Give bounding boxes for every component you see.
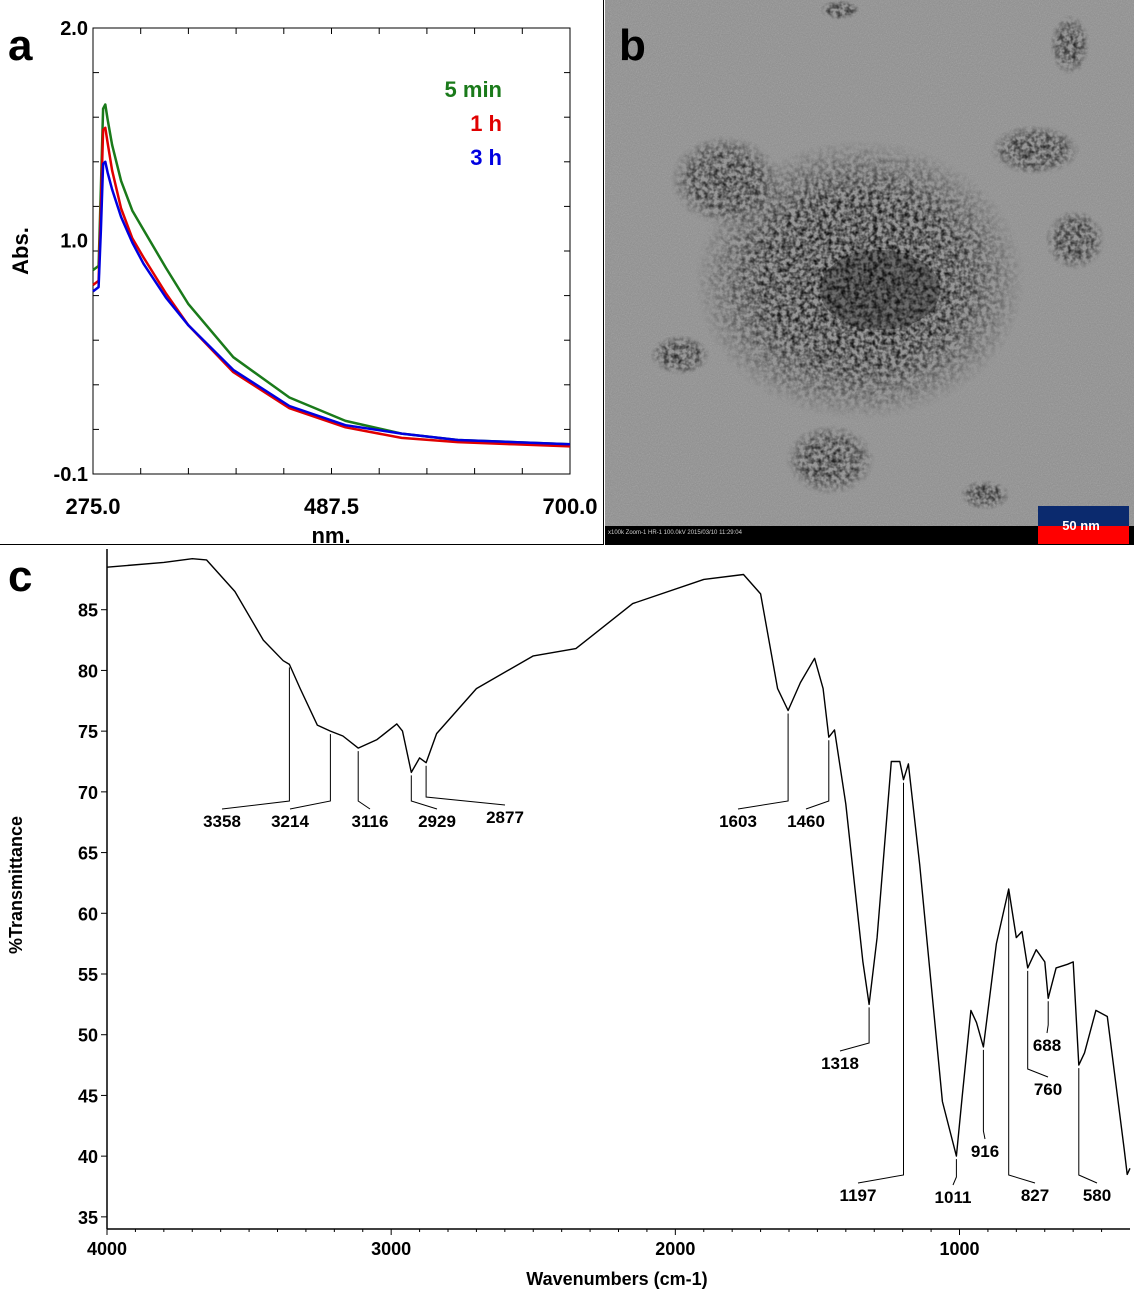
peak-leader-line (1078, 1068, 1098, 1184)
y-tick-label: 35 (78, 1208, 98, 1228)
spectrum-line (106, 557, 1131, 1176)
peak-label: 2877 (486, 808, 524, 827)
ftir-chart: c 4000 3000 2000 1000 85 80 75 70 65 60 55 50 45 40 35… (6, 549, 1131, 1289)
y-tick-label: 75 (78, 722, 98, 742)
peak-label: 1197 (840, 1186, 877, 1205)
y-tick-label: 60 (78, 904, 98, 924)
peak-leader-line (410, 775, 438, 810)
peak-label: 1603 (719, 812, 757, 831)
micrograph-caption: x100k Zoom-1 HR-1 100.0kV 2015/03/10 11:… (608, 530, 743, 536)
peak-label: 688 (1033, 1036, 1061, 1055)
x-tick-label: 487.5 (304, 494, 359, 519)
peak-label: 760 (1034, 1080, 1062, 1099)
peak-label: 1011 (935, 1188, 972, 1207)
y-tick-label: 50 (78, 1026, 98, 1046)
x-axis-label: nm. (311, 523, 350, 545)
peak-leader-line (425, 765, 506, 806)
y-axis-label: %Transmittance (6, 816, 26, 954)
peak-leader-line (805, 740, 830, 810)
y-tick-label: 40 (78, 1147, 98, 1167)
ftir-panel: c 4000 3000 2000 1000 85 80 75 70 65 60 55 50 45 40 35… (0, 545, 1134, 1300)
legend-entry: 5 min (445, 77, 502, 102)
peak-leader-line (857, 782, 904, 1184)
panel-label: b (619, 21, 646, 70)
y-axis-label: Abs. (8, 227, 33, 275)
peak-leader-line (221, 667, 290, 810)
peak-label: 1460 (787, 812, 825, 831)
panel-label: a (8, 21, 33, 70)
peak-label: 3214 (271, 812, 309, 831)
legend-entry: 1 h (470, 111, 502, 136)
tem-micrograph: x100k Zoom-1 HR-1 100.0kV 2015/03/10 11:… (605, 0, 1134, 545)
scale-bar-label: 50 nm (1062, 518, 1100, 533)
peak-leader-line (1008, 892, 1036, 1184)
x-tick-label: 4000 (87, 1239, 127, 1259)
x-tick-label: 3000 (371, 1239, 411, 1259)
scale-bar-box (1038, 506, 1129, 526)
info-bar (605, 526, 1134, 545)
peak-leader-line (839, 1007, 870, 1052)
tem-image-panel: x100k Zoom-1 HR-1 100.0kV 2015/03/10 11:… (605, 0, 1134, 545)
y-tick-label: 2.0 (60, 18, 88, 40)
y-tick-label: 45 (78, 1086, 98, 1106)
peak-label: 580 (1083, 1186, 1111, 1205)
peak-leader-line (737, 713, 789, 810)
legend-entry: 3 h (470, 145, 502, 170)
y-tick-label: 1.0 (60, 230, 88, 252)
y-tick-label: 55 (78, 965, 98, 985)
peak-label: 2929 (418, 812, 456, 831)
peak-leader-line (1046, 1001, 1049, 1034)
y-tick-label: 85 (78, 601, 98, 621)
y-tick-label: 65 (78, 844, 98, 864)
series-line (92, 126, 571, 448)
x-tick-label: 700.0 (542, 494, 597, 519)
x-axis-label: Wavenumbers (cm-1) (526, 1269, 707, 1289)
peak-leader-line (357, 751, 371, 810)
x-tick-label: 1000 (939, 1239, 979, 1259)
peak-leader-line (982, 1049, 986, 1140)
series-line (92, 160, 571, 446)
particle-cluster-core (820, 250, 940, 330)
y-tick-label: 70 (78, 783, 98, 803)
peak-leader-line (952, 1159, 957, 1186)
peak-label: 827 (1021, 1186, 1049, 1205)
x-tick-label: 275.0 (65, 494, 120, 519)
y-tick-label: -0.1 (54, 464, 88, 486)
x-tick-label: 2000 (655, 1239, 695, 1259)
peak-label: 3116 (352, 812, 389, 831)
peak-label: 3358 (203, 812, 241, 831)
scale-bar-line (1038, 526, 1129, 544)
peak-leader-line (1027, 970, 1049, 1078)
peak-label: 916 (971, 1142, 999, 1161)
y-tick-label: 80 (78, 661, 98, 681)
peak-leader-line (289, 734, 331, 810)
panel-label: c (8, 552, 32, 601)
peak-label: 1318 (821, 1054, 859, 1073)
